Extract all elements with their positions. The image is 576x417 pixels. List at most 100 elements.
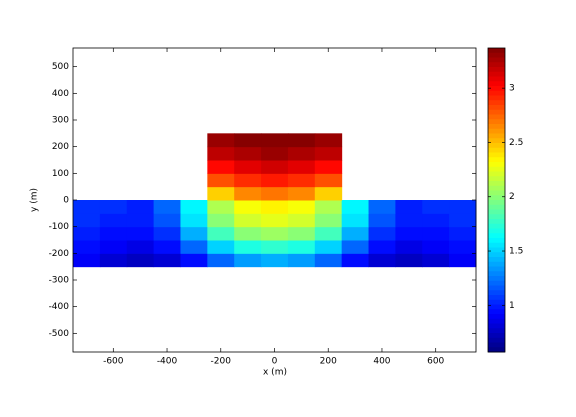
x-tick-label: 200 (320, 357, 337, 367)
heatmap-cell (422, 200, 450, 214)
y-tick-label: 300 (52, 116, 69, 126)
colorbar-tick-label: 2.5 (509, 138, 523, 148)
colorbar-step (488, 128, 505, 134)
colorbar-step (488, 157, 505, 163)
colorbar-step (488, 299, 505, 305)
heatmap-cell (422, 253, 450, 268)
y-tick-label: 500 (52, 62, 69, 72)
heatmap-cell (287, 173, 316, 188)
x-tick-label: 400 (373, 357, 390, 367)
heatmap-cell (153, 213, 181, 228)
heatmap-cell (207, 186, 235, 201)
colorbar-step (488, 81, 505, 87)
heatmap-cell (287, 226, 316, 241)
colorbar-step (488, 100, 505, 106)
heatmap-cell (234, 253, 262, 268)
x-tick-label: -200 (211, 357, 232, 367)
heatmap-cell (395, 200, 423, 214)
heatmap-cell (449, 240, 477, 254)
colorbar-step (488, 276, 505, 282)
heatmap-cell (449, 213, 477, 228)
colorbar-step (488, 114, 505, 120)
heatmap-cell (234, 133, 262, 148)
heatmap-cell (314, 200, 343, 214)
heatmap-cell (99, 200, 128, 214)
heatmap-cell (368, 253, 396, 268)
x-axis-label: x (m) (263, 368, 287, 378)
y-axis-label: y (m) (30, 188, 40, 212)
colorbar-step (488, 166, 505, 172)
heatmap-cell (287, 160, 316, 174)
colorbar-step (488, 48, 505, 54)
heatmap-cell (261, 200, 289, 214)
heatmap-cell (287, 146, 316, 161)
colorbar-step (488, 304, 505, 310)
colorbar-tick-label: 1.5 (509, 247, 523, 257)
heatmap-cell (287, 200, 316, 214)
heatmap-cell (368, 200, 396, 214)
heatmap-cell (73, 213, 101, 228)
heatmap-cell (314, 133, 343, 148)
heatmap-cell (341, 213, 370, 228)
heatmap-cell (261, 133, 289, 148)
colorbar-step (488, 342, 505, 348)
colorbar-step (488, 67, 505, 73)
colorbar-step (488, 314, 505, 320)
y-tick-label: -500 (49, 329, 70, 339)
y-tick-label: 400 (52, 89, 69, 99)
heatmap-cell (287, 240, 316, 254)
colorbar-step (488, 152, 505, 158)
heatmap-cell (261, 173, 289, 188)
colorbar-step (488, 271, 505, 277)
colorbar-step (488, 171, 505, 177)
heatmap-cell (180, 240, 208, 254)
colorbar-step (488, 247, 505, 253)
heatmap-cell (395, 253, 423, 268)
colorbar-step (488, 223, 505, 229)
colorbar-step (488, 238, 505, 244)
heatmap-cell (73, 200, 101, 214)
colorbar-step (488, 124, 505, 130)
colorbar-step (488, 257, 505, 263)
colorbar-step (488, 290, 505, 296)
colorbar-step (488, 323, 505, 329)
colorbar-step (488, 219, 505, 225)
colorbar-tick-label: 2 (509, 192, 515, 202)
heatmap-cell (422, 213, 450, 228)
heatmap-cell (180, 213, 208, 228)
heatmap-cell (153, 240, 181, 254)
heatmap-cell (126, 226, 155, 241)
colorbar-step (488, 90, 505, 96)
heatmap-cell (261, 160, 289, 174)
heatmap-cell (234, 173, 262, 188)
colorbar-step (488, 285, 505, 291)
colorbar-step (488, 95, 505, 101)
colorbar-step (488, 109, 505, 115)
heatmap-cell (180, 200, 208, 214)
y-tick-label: -100 (49, 222, 70, 232)
heatmap-cell (287, 253, 316, 268)
heatmap-cell (234, 186, 262, 201)
heatmap-cell (234, 213, 262, 228)
heatmap-cell (314, 213, 343, 228)
heatmap-cell (153, 226, 181, 241)
colorbar-step (488, 119, 505, 125)
heatmap-cell (73, 253, 101, 268)
colorbar-step (488, 209, 505, 215)
colorbar-step (488, 318, 505, 324)
heatmap-cell (207, 200, 235, 214)
heatmap-cell (99, 213, 128, 228)
heatmap-cell (449, 253, 477, 268)
heatmap-cell (207, 173, 235, 188)
heatmap-cell (422, 226, 450, 241)
colorbar-step (488, 133, 505, 139)
heatmap-cell (153, 200, 181, 214)
colorbar-step (488, 181, 505, 187)
heatmap-cell (207, 213, 235, 228)
heatmap-cell (287, 186, 316, 201)
heatmap-cell (126, 200, 155, 214)
y-tick-label: -400 (49, 302, 70, 312)
y-tick-label: 200 (52, 142, 69, 152)
heatmap-cell (287, 133, 316, 148)
